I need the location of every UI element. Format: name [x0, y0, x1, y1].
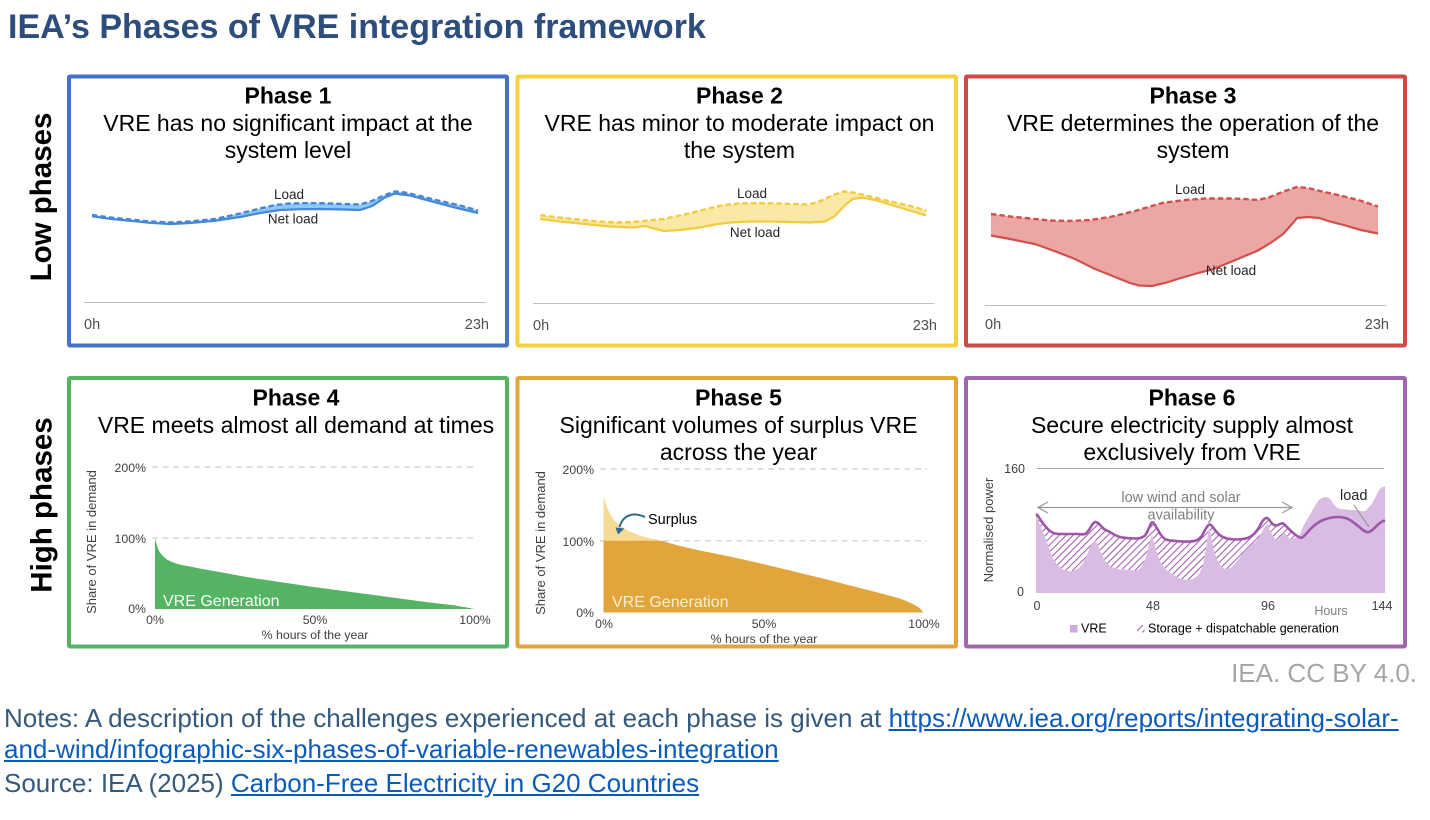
svg-text:Significant volumes of surplus: Significant volumes of surplus VRE: [560, 412, 918, 438]
svg-text:VRE Generation: VRE Generation: [612, 594, 729, 611]
svg-text:% hours of the year: % hours of the year: [262, 628, 369, 642]
svg-text:23h: 23h: [913, 318, 937, 334]
svg-text:VRE determines the operation o: VRE determines the operation of the: [1007, 110, 1379, 136]
svg-text:Phase 1: Phase 1: [245, 83, 332, 109]
svg-text:200%: 200%: [563, 463, 595, 477]
svg-text:100%: 100%: [115, 532, 147, 546]
svg-text:Storage + dispatchable generat: Storage + dispatchable generation: [1148, 622, 1339, 636]
svg-text:0h: 0h: [985, 317, 1001, 333]
svg-text:0: 0: [1034, 599, 1041, 613]
svg-text:Surplus: Surplus: [648, 512, 697, 528]
svg-text:VRE has minor to moderate impa: VRE has minor to moderate impact on: [545, 110, 935, 136]
svg-text:23h: 23h: [1365, 317, 1389, 333]
svg-text:Phase 2: Phase 2: [696, 83, 783, 109]
svg-text:VRE Generation: VRE Generation: [163, 593, 280, 610]
svg-text:0h: 0h: [533, 318, 549, 334]
svg-text:Share of VRE in demand: Share of VRE in demand: [84, 470, 99, 614]
svg-text:system: system: [1157, 137, 1230, 163]
svg-text:Net load: Net load: [730, 225, 780, 240]
svg-text:Share of VRE in demand: Share of VRE in demand: [533, 471, 548, 615]
svg-text:availability: availability: [1148, 508, 1216, 524]
svg-text:48: 48: [1146, 599, 1160, 613]
svg-text:0h: 0h: [84, 317, 100, 333]
svg-text:0%: 0%: [128, 602, 146, 616]
svg-text:96: 96: [1261, 599, 1275, 613]
svg-text:VRE: VRE: [1081, 622, 1107, 636]
svg-text:Secure electricity supply almo: Secure electricity supply almost: [1031, 412, 1354, 438]
svg-text:Phase 6: Phase 6: [1149, 385, 1236, 411]
svg-text:VRE has no significant impact: VRE has no significant impact at the: [103, 110, 472, 136]
svg-text:High phases: High phases: [26, 417, 59, 592]
svg-text:100%: 100%: [563, 535, 595, 549]
svg-text:144: 144: [1372, 599, 1393, 613]
svg-text:Net load: Net load: [1206, 263, 1256, 278]
svg-text:Load: Load: [274, 187, 304, 202]
svg-text:Hours: Hours: [1314, 604, 1347, 618]
svg-text:160: 160: [1004, 462, 1025, 476]
svg-text:0%: 0%: [576, 606, 594, 620]
svg-text:200%: 200%: [115, 461, 147, 475]
svg-text:VRE meets almost all demand at: VRE meets almost all demand at times: [98, 412, 494, 438]
svg-text:0: 0: [1017, 585, 1024, 599]
svg-text:system level: system level: [225, 137, 352, 163]
svg-text:exclusively from VRE: exclusively from VRE: [1083, 439, 1300, 465]
svg-text:50%: 50%: [752, 617, 777, 631]
svg-text:100%: 100%: [908, 617, 940, 631]
svg-text:Net load: Net load: [268, 212, 318, 227]
svg-text:Normalised power: Normalised power: [981, 477, 996, 582]
svg-text:Phase 4: Phase 4: [253, 385, 340, 411]
svg-text:across the year: across the year: [660, 439, 818, 465]
svg-text:the system: the system: [684, 137, 795, 163]
svg-text:0%: 0%: [595, 617, 613, 631]
svg-text:Low phases: Low phases: [25, 113, 58, 282]
svg-text:23h: 23h: [465, 317, 489, 333]
svg-text:% hours of the year: % hours of the year: [711, 632, 818, 646]
svg-text:load: load: [1340, 488, 1367, 504]
svg-text:50%: 50%: [303, 613, 328, 627]
svg-text:Phase 5: Phase 5: [695, 385, 782, 411]
svg-text:low wind and solar: low wind and solar: [1121, 490, 1240, 506]
svg-text:100%: 100%: [459, 613, 491, 627]
svg-text:Phase 3: Phase 3: [1150, 83, 1237, 109]
svg-text:Load: Load: [1175, 182, 1205, 197]
svg-text:Load: Load: [737, 186, 767, 201]
svg-text:0%: 0%: [146, 613, 164, 627]
